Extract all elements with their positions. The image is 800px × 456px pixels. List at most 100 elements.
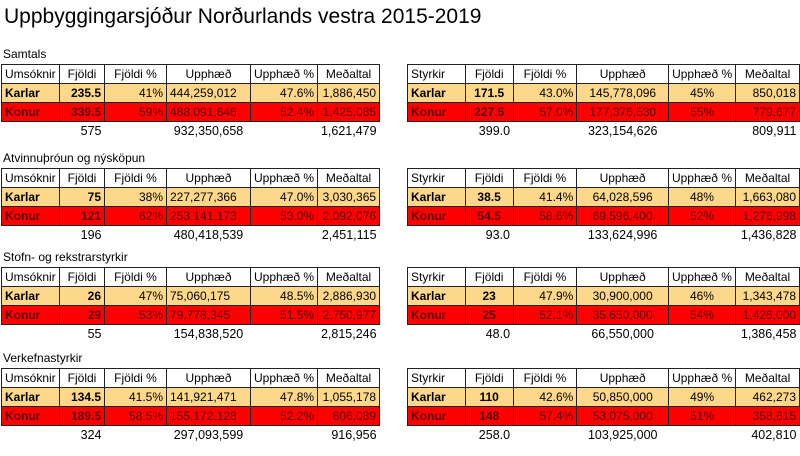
header-row: Styrkir Fjöldi Fjöldi % Upphæð Upphæð % Meðal… [407,168,800,188]
total-row: 55 154,838,520 2,815,246 [1,324,380,344]
column-header: Upphæð % [668,368,737,388]
total-cell: 916,956 [317,425,380,445]
table-cell: 1,055,178 [317,387,381,407]
total-cell: 297,093,599 [166,425,251,445]
column-header: Meðaltal [735,368,800,388]
column-header: Styrkir [407,168,466,188]
karlar-row: Karlar 23 47.9% 30,900,000 46% 1,343,478 [407,286,800,306]
table-cell: Karlar [407,187,466,207]
column-header: Fjöldi [464,267,514,287]
total-cell [513,425,577,445]
karlar-row: Karlar 75 38% 227,277,366 47.0% 3,030,365 [1,187,381,207]
table-cell: 46% [667,286,736,306]
total-cell [250,324,318,344]
column-header: Fjöldi % [104,168,167,188]
table-cell: 1,663,080 [735,187,800,207]
total-cell [104,225,167,245]
table-cell: Konur [407,305,466,325]
right-table: Styrkir Fjöldi Fjöldi % Upphæð Upphæð % Meðal… [407,267,800,344]
konur-row: Konur 54.5 58.6% 69,596,400 52% 1,276,998 [407,206,800,226]
column-header: Umsóknir [1,64,60,84]
table-cell: 45% [668,83,737,103]
column-header: Upphæð [166,64,251,84]
column-header: Fjöldi [464,64,514,84]
total-cell [407,324,466,344]
table-cell: 58.5% [104,406,167,426]
table-cell: 50,850,000 [576,387,670,407]
total-cell [1,425,60,445]
column-header: Meðaltal [317,64,381,84]
total-cell: 2,815,246 [317,324,380,344]
total-cell: 1,386,458 [735,324,800,344]
table-cell: 141,921,471 [166,387,251,407]
column-header: Fjöldi % [512,168,578,188]
left-table: Umsóknir Fjöldi Fjöldi % Upphæð Upphæð % Meða… [1,267,381,344]
right-table: Styrkir Fjöldi Fjöldi % Upphæð Upphæð % Meðal… [407,368,800,445]
column-header: Fjöldi [59,267,105,287]
total-cell [668,425,736,445]
column-header: Upphæð [576,64,670,84]
karlar-row: Karlar 38.5 41.4% 64,028,596 48% 1,663,080 [407,187,800,207]
table-cell: 25 [464,305,514,325]
table-cell: 53% [104,305,167,325]
column-header: Meðaltal [317,267,381,287]
table-cell: Karlar [407,387,466,407]
table-cell: 69,596,400 [576,206,669,226]
column-header: Upphæð % [668,64,737,84]
left-table: Umsóknir Fjöldi Fjöldi % Upphæð Upphæð % Meða… [1,168,381,245]
total-cell: 399.0 [465,121,514,141]
header-row: Styrkir Fjöldi Fjöldi % Upphæð Upphæð % Meðal… [407,64,800,84]
total-cell: 1,436,828 [735,225,800,245]
column-header: Upphæð % [249,168,319,188]
total-row: 575 932,350,658 1,621,479 [1,121,380,141]
table-cell: 29 [59,305,105,325]
table-cell: 58.6% [512,206,578,226]
table-cell: 47.6% [249,83,319,103]
section-title-stofn-og-rekstrarstyrkir: Stofn- og rekstrarstyrkir [3,250,128,264]
table-cell: 2,092,076 [317,206,381,226]
konur-row: Konur 29 53% 79,778,345 51.5% 2,750,977 [1,305,381,325]
total-cell: 103,925,000 [576,425,669,445]
column-header: Upphæð % [667,168,737,188]
section-title-verkefnastyrkir: Verkefnastyrkir [3,351,83,365]
table-cell: Karlar [1,187,60,207]
column-header: Fjöldi % [104,267,167,287]
column-header: Meðaltal [735,64,800,84]
total-cell [668,121,736,141]
left-table: Umsóknir Fjöldi Fjöldi % Upphæð Upphæð % Meða… [1,368,381,445]
header-row: Styrkir Fjöldi Fjöldi % Upphæð Upphæð % Meðal… [407,368,800,388]
column-header: Styrkir [407,267,466,287]
table-cell: 1,276,998 [735,206,800,226]
total-cell [1,121,60,141]
table-cell: 52% [667,206,737,226]
table-cell: 75,060,175 [166,286,251,306]
konur-row: Konur 339.5 59% 488,091,646 52.4% 1,425,085 [1,102,381,122]
table-cell: Konur [407,102,466,122]
table-cell: 79,778,345 [166,305,251,325]
column-header: Upphæð [166,168,251,188]
table-cell: 1,425,085 [317,102,381,122]
total-cell: 133,624,996 [576,225,669,245]
table-cell: 48.5% [249,286,319,306]
table-cell: 235.5 [59,83,105,103]
column-header: Fjöldi [464,368,514,388]
table-cell: 1,343,478 [734,286,800,306]
header-row: Umsóknir Fjöldi Fjöldi % Upphæð Upphæð % Meða… [1,168,381,188]
column-header: Fjöldi [59,168,105,188]
total-cell [407,121,466,141]
column-header: Upphæð [576,168,669,188]
column-header: Fjöldi % [512,368,578,388]
table-cell: Karlar [1,286,60,306]
table-cell: 189.5 [59,406,105,426]
total-cell [104,425,167,445]
section-title-samtals: Samtals [3,47,47,61]
table-cell: 52.4% [249,102,319,122]
table-cell: 148 [464,406,514,426]
table-cell: 51.5% [249,305,319,325]
column-header: Styrkir [407,368,466,388]
total-row: 93.0 133,624,996 1,436,828 [407,225,800,245]
table-cell: 358,615 [735,406,800,426]
column-header: Umsóknir [1,267,60,287]
total-cell: 154,838,520 [166,324,251,344]
karlar-row: Karlar 235.5 41% 444,259,012 47.6% 1,886,450 [1,83,381,103]
